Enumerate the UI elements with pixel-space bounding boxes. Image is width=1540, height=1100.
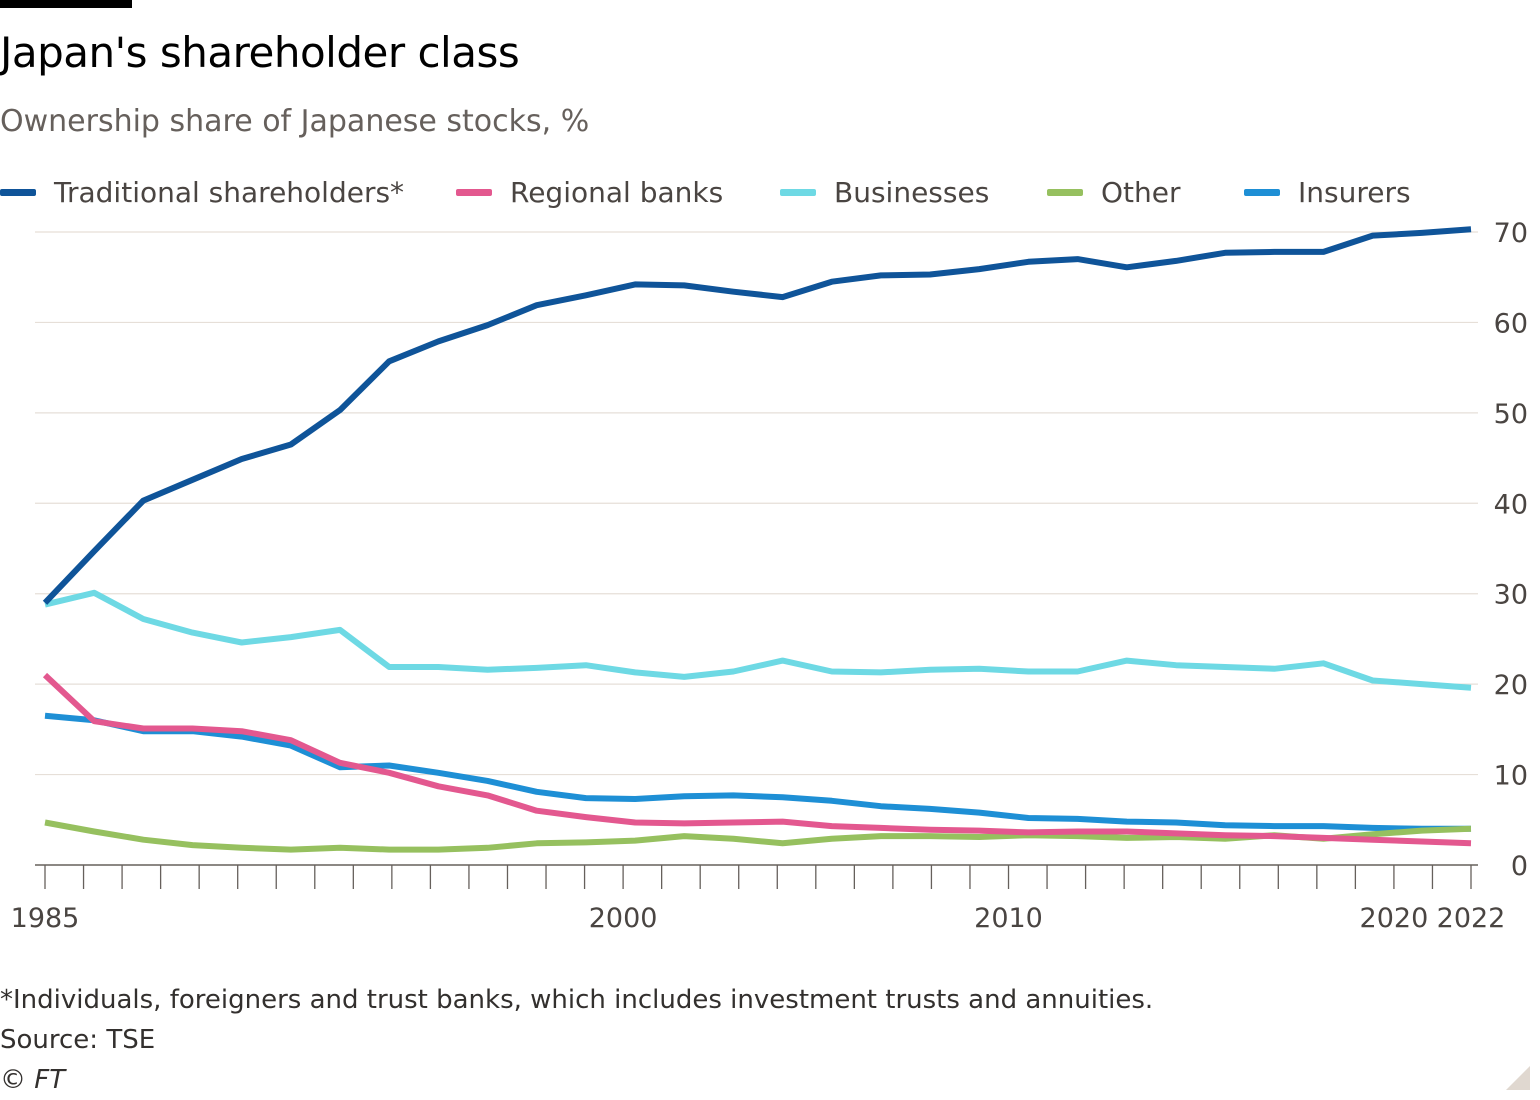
corner-fold-icon (1506, 1066, 1530, 1090)
legend-label: Businesses (834, 175, 990, 209)
legend-label: Other (1101, 175, 1181, 209)
legend: Traditional shareholders* Regional banks… (0, 172, 1500, 212)
chart-subtitle: Ownership share of Japanese stocks, % (0, 104, 590, 139)
x-tick-label: 2010 (974, 903, 1043, 934)
footnote: *Individuals, foreigners and trust banks… (0, 985, 1154, 1015)
series-line-traditional-shareholders (42, 226, 1472, 605)
series-line-businesses (44, 589, 1472, 691)
legend-label: Traditional shareholders* (54, 175, 405, 209)
legend-item-insurers: Insurers (1244, 172, 1411, 212)
copyright: © FT (0, 1065, 66, 1095)
x-tick-label: 1985 (11, 903, 80, 934)
top-accent-bar (0, 0, 132, 8)
x-tick-label: 2000 (589, 903, 658, 934)
source-note: Source: TSE (0, 1025, 156, 1055)
y-tick-label: 0 (1511, 851, 1528, 882)
y-tick-label: 30 (1494, 580, 1528, 611)
legend-swatch (456, 188, 492, 196)
legend-label: Insurers (1298, 175, 1411, 209)
legend-swatch (0, 188, 36, 196)
legend-swatch (780, 188, 816, 196)
x-tick-label: 2020 (1360, 903, 1429, 934)
y-tick-label: 20 (1494, 670, 1528, 701)
series-line-regional-banks (42, 672, 1472, 847)
chart-title: Japan's shareholder class (0, 28, 520, 77)
y-tick-label: 40 (1494, 489, 1528, 520)
y-tick-label: 10 (1494, 761, 1528, 792)
legend-item-regional-banks: Regional banks (456, 172, 723, 212)
legend-swatch (1047, 188, 1083, 196)
legend-item-other: Other (1047, 172, 1181, 212)
line-chart: 0 10 20 30 40 50 60 70 1985 2000 2010 2020 2022 (11, 218, 1528, 934)
y-tick-label: 50 (1494, 399, 1528, 430)
legend-swatch (1244, 188, 1280, 196)
y-tick-label: 60 (1494, 308, 1528, 339)
legend-label: Regional banks (510, 175, 724, 209)
series-line-insurers (44, 712, 1471, 832)
x-tick-label: 2022 (1437, 903, 1506, 934)
y-tick-label: 70 (1494, 218, 1528, 249)
legend-item-businesses: Businesses (780, 172, 989, 212)
legend-item-traditional-shareholders: Traditional shareholders* (0, 172, 404, 212)
